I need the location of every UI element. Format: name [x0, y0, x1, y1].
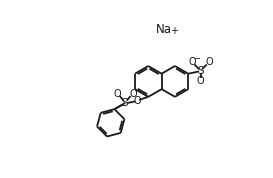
- Text: +: +: [170, 26, 178, 36]
- Text: S: S: [197, 66, 204, 76]
- Text: O: O: [129, 89, 137, 99]
- Text: O: O: [188, 57, 196, 67]
- Text: O: O: [134, 96, 141, 106]
- Text: O: O: [114, 89, 121, 99]
- Text: S: S: [122, 98, 129, 108]
- Text: −: −: [193, 55, 200, 64]
- Text: O: O: [205, 57, 213, 67]
- Text: O: O: [197, 76, 204, 86]
- Text: Na: Na: [156, 23, 172, 36]
